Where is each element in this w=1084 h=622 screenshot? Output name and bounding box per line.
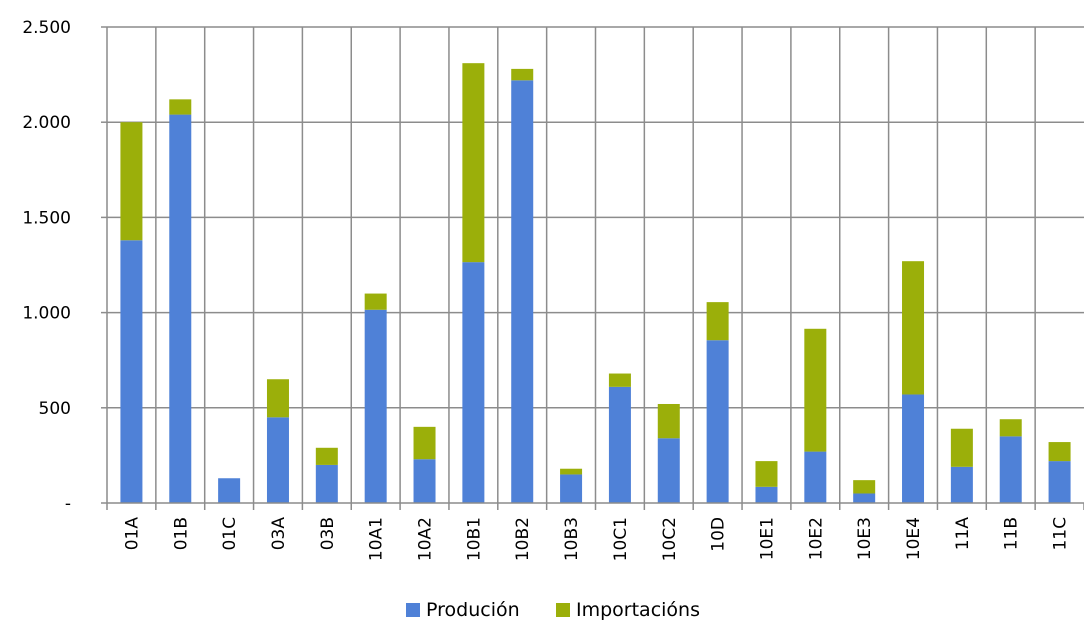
x-tick-label: 11A <box>953 517 973 551</box>
x-tick-label: 10E1 <box>757 517 777 560</box>
y-axis-tick-labels: - 500 1.000 1.500 2.000 2.500 <box>22 18 71 514</box>
bar-importacions-03a <box>266 379 289 418</box>
grid-lines <box>107 26 1084 503</box>
bar-producion-10c1 <box>608 386 631 503</box>
legend: Produción Importacións <box>406 599 700 621</box>
bar-importacions-11c <box>1048 442 1071 462</box>
bar-producion-01b <box>169 114 192 504</box>
legend-swatch <box>556 603 570 617</box>
bar-producion-10e4 <box>902 394 925 503</box>
bar-importacions-10a1 <box>364 293 387 310</box>
bar-producion-10a2 <box>413 459 436 503</box>
x-tick-label: 11C <box>1051 517 1071 551</box>
x-tick-label: 11B <box>1002 517 1022 550</box>
bar-importacions-10b1 <box>462 63 485 263</box>
bar-producion-10c2 <box>657 438 680 503</box>
y-tick-label: - <box>65 494 71 514</box>
bar-producion-11b <box>999 436 1022 503</box>
bar-producion-10b1 <box>462 262 485 503</box>
bar-producion-10e3 <box>853 493 876 503</box>
bar-importacions-11b <box>999 419 1022 437</box>
bar-importacions-01b <box>169 99 192 115</box>
bar-importacions-10e4 <box>902 261 925 395</box>
x-tick-label: 03A <box>269 517 289 551</box>
y-tick-label: 500 <box>39 399 71 419</box>
bar-producion-03a <box>266 417 289 503</box>
x-tick-label: 10E4 <box>904 517 924 560</box>
bar-importacions-11a <box>950 428 973 467</box>
bar-producion-10d <box>706 340 729 503</box>
x-tick-label: 10C1 <box>611 517 631 561</box>
bar-producion-11c <box>1048 461 1071 503</box>
x-tick-label: 01A <box>122 517 142 551</box>
bar-importacions-10c1 <box>608 373 631 387</box>
bar-importacions-10b3 <box>560 468 583 475</box>
x-tick-label: 10D <box>709 517 729 552</box>
x-tick-label: 10A1 <box>367 517 387 561</box>
bar-producion-01a <box>120 240 143 504</box>
bar-importacions-10a2 <box>413 426 436 460</box>
bars <box>120 63 1071 504</box>
x-tick-label: 03B <box>318 517 338 550</box>
x-tick-label: 10B1 <box>464 517 484 561</box>
x-axis-tick-labels: 01A 01B 01C 03A 03B 10A1 10A2 10B1 10B2 10B3 10C1 1… <box>122 517 1070 562</box>
x-tick-label: 10E2 <box>806 517 826 560</box>
x-tick-label: 10B2 <box>513 517 533 561</box>
legend-swatch <box>406 603 420 617</box>
legend-label: Importacións <box>576 599 700 621</box>
bar-importacions-10d <box>706 302 729 341</box>
y-tick-label: 2.000 <box>22 113 71 133</box>
y-tick-label: 1.000 <box>22 304 71 324</box>
x-tick-label: 10C2 <box>660 517 680 561</box>
bar-producion-10e2 <box>804 451 827 503</box>
legend-label: Produción <box>426 599 520 621</box>
x-tick-label: 10A2 <box>416 517 436 561</box>
bar-importacions-10e3 <box>853 480 876 494</box>
axes <box>101 26 1084 510</box>
bar-producion-10e1 <box>755 486 778 503</box>
y-tick-label: 1.500 <box>22 208 71 228</box>
bar-importacions-03b <box>315 447 338 465</box>
bar-importacions-10e1 <box>755 461 778 487</box>
bar-importacions-10e2 <box>804 328 827 452</box>
x-tick-label: 10B3 <box>562 517 582 561</box>
bar-importacions-10b2 <box>511 68 534 81</box>
x-tick-label: 01B <box>171 517 191 550</box>
bar-producion-10b3 <box>560 474 583 503</box>
bar-producion-11a <box>950 466 973 503</box>
x-tick-label: 01C <box>220 517 240 551</box>
bar-producion-10b2 <box>511 80 534 503</box>
bar-producion-10a1 <box>364 309 387 503</box>
bar-producion-01c <box>218 478 241 503</box>
y-tick-label: 2.500 <box>22 18 71 38</box>
x-tick-label: 10E3 <box>855 517 875 560</box>
bar-producion-03b <box>315 464 338 503</box>
bar-importacions-01a <box>120 122 143 241</box>
bar-importacions-10c2 <box>657 403 680 439</box>
